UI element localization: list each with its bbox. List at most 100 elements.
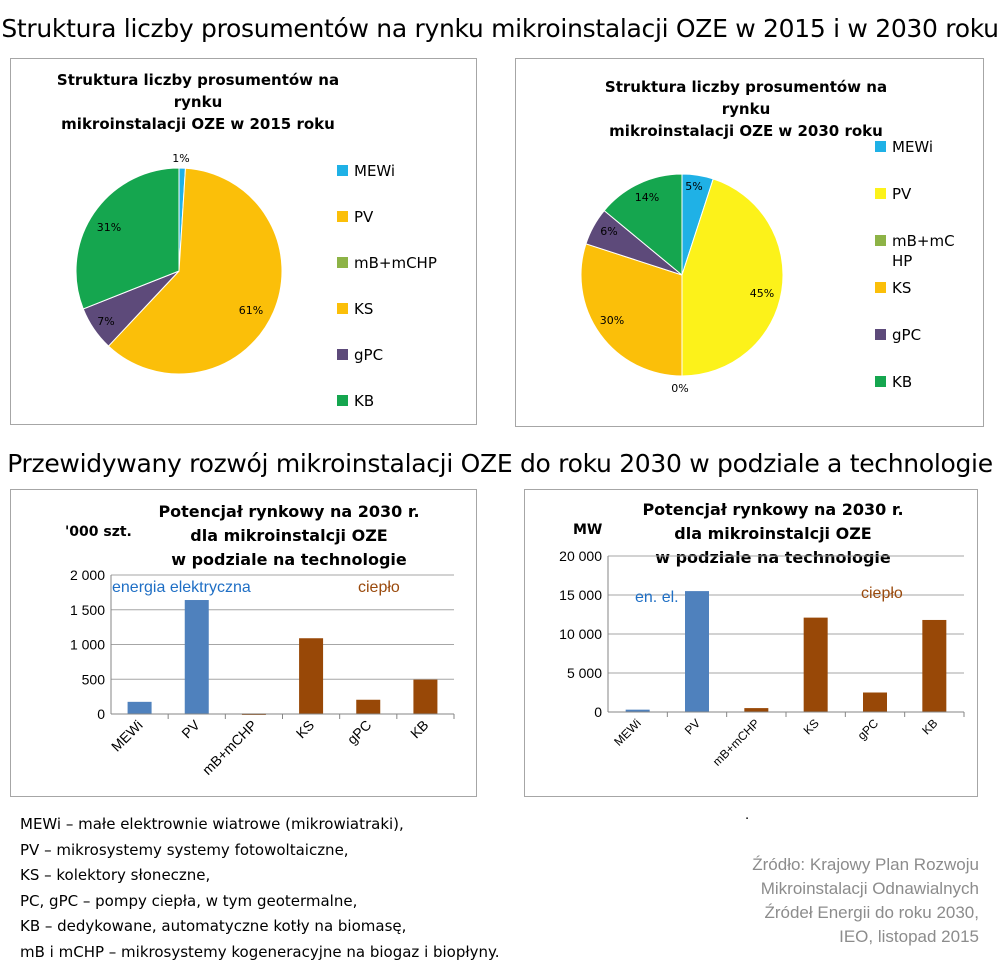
glossary-line: mB i mCHP – mikrosystemy kogeneracyjne n… xyxy=(20,942,500,961)
pie-slice-ks xyxy=(107,167,283,375)
pie-slice-kb xyxy=(75,167,180,310)
y-tick-label: 20 000 xyxy=(559,548,602,564)
pie-data-label: 14% xyxy=(635,191,659,204)
pie-slice-kb xyxy=(603,173,683,277)
legend-label: MEWi xyxy=(354,162,396,180)
pie-data-label: 1% xyxy=(172,152,189,165)
legend-label: PV xyxy=(354,208,374,226)
bar-gpc xyxy=(863,692,887,712)
legend-swatch xyxy=(875,329,886,340)
bar-mw-title-line3: w podziale na technologie xyxy=(655,548,891,567)
bar-mw-title: Potencjał rynkowy na 2030 r. dla mikroin… xyxy=(623,498,923,570)
legend-swatch xyxy=(337,395,348,406)
glossary-line: MEWi – małe elektrownie wiatrowe (mikrow… xyxy=(20,815,404,833)
legend-label: KB xyxy=(354,392,375,410)
source-line: Źródło: Krajowy Plan Rozwoju xyxy=(752,855,979,874)
heading-bar-section: Przewidywany rozwój mikroinstalacji OZE … xyxy=(7,449,993,478)
glossary-line: KS – kolektory słoneczne, xyxy=(20,866,211,884)
legend-label: KB xyxy=(892,373,913,391)
pie-2015-title-line1: Struktura liczby prosumentów na rynku xyxy=(56,71,340,111)
bar-ks xyxy=(299,638,324,714)
pie-data-label: 6% xyxy=(600,225,617,238)
y-tick-label: 2 000 xyxy=(70,567,105,583)
legend-label: KS xyxy=(354,300,374,318)
pie-2015-plot: 1% 61% 7% 31% xyxy=(75,152,283,375)
pie-slice-ks xyxy=(580,243,683,377)
x-tick-label: KS xyxy=(293,717,318,742)
x-tick-label: KB xyxy=(919,716,940,737)
glossary-line: PV – mikrosystemy systemy fotowoltaiczne… xyxy=(20,840,349,859)
y-tick-label: 10 000 xyxy=(559,626,602,642)
bar-kb xyxy=(413,679,438,714)
legend-swatch xyxy=(875,188,886,199)
x-tick-label: mB+mCHP xyxy=(710,716,763,769)
y-tick-label: 15 000 xyxy=(559,587,602,603)
x-tick-label: KB xyxy=(407,717,432,742)
pie-2030-title: Struktura liczby prosumentów na rynku mi… xyxy=(581,76,911,142)
legend-swatch xyxy=(337,349,348,360)
glossary-line: PC, gPC – pompy ciepła, w tym geotermaln… xyxy=(20,891,358,910)
pie-data-label: 31% xyxy=(97,221,121,234)
bar-mb-mchp xyxy=(744,708,769,712)
group-label-electric: en. el. xyxy=(635,589,679,606)
pie-chart-2015-panel: Struktura liczby prosumentów na rynku mi… xyxy=(10,58,477,425)
bar-chart-mw-panel: Potencjał rynkowy na 2030 r. dla mikroin… xyxy=(524,489,978,797)
legend-label: gPC xyxy=(892,326,922,344)
bar-count-ylabel: '000 szt. xyxy=(65,524,132,540)
legend-label: mB+mC HP xyxy=(892,232,955,270)
x-tick-label: PV xyxy=(178,716,203,741)
heading-pie-section: Struktura liczby prosumentów na rynku mi… xyxy=(1,14,999,43)
legend-swatch xyxy=(337,303,348,314)
glossary-line: KB – dedykowane, automatyczne kotły na b… xyxy=(20,917,407,935)
bar-mw-title-line1: Potencjał rynkowy na 2030 r. xyxy=(642,500,904,519)
pie-data-label: 5% xyxy=(685,180,702,193)
legend-swatch xyxy=(875,376,886,387)
bar-mw-ylabel: MW xyxy=(573,522,603,538)
bar-count-title: Potencjał rynkowy na 2030 r. dla mikroin… xyxy=(139,500,439,572)
legend-swatch xyxy=(875,282,886,293)
bar-chart-count-panel: Potencjał rynkowy na 2030 r. dla mikroin… xyxy=(10,489,477,797)
source-line: IEO, listopad 2015 xyxy=(839,927,979,946)
x-tick-label: gPC xyxy=(855,716,882,743)
legend-label: MEWi xyxy=(892,138,934,156)
group-label-electric: energia elektryczna xyxy=(112,579,251,596)
bar-mewi xyxy=(127,701,152,714)
pie-2030-title-line2: mikroinstalacji OZE w 2030 roku xyxy=(609,122,883,140)
bar-kb xyxy=(922,619,947,712)
group-label-heat: ciepło xyxy=(861,585,903,602)
glossary: MEWi – małe elektrownie wiatrowe (mikrow… xyxy=(20,812,500,965)
bar-mewi xyxy=(625,709,650,712)
pie-2030-plot: 5% 45% 0% 30% 6% 14% xyxy=(580,173,784,395)
y-tick-label: 1 500 xyxy=(70,602,105,618)
x-tick-label: MEWi xyxy=(108,717,146,755)
x-tick-label: MEWi xyxy=(611,716,644,749)
bar-count-title-line1: Potencjał rynkowy na 2030 r. xyxy=(158,502,420,521)
group-label-heat: ciepło xyxy=(358,579,400,596)
bar-pv xyxy=(184,600,209,714)
pie-data-label: 45% xyxy=(750,287,774,300)
y-tick-label: 1 000 xyxy=(70,637,105,653)
source-line: Mikroinstalacji Odnawialnych xyxy=(760,879,979,898)
pie-data-label: 7% xyxy=(97,315,114,328)
pie-2015-title-line2: mikroinstalacji OZE w 2015 roku xyxy=(61,115,335,133)
legend-swatch xyxy=(337,257,348,268)
pie-slice-pv xyxy=(681,178,784,377)
source-note: Źródło: Krajowy Plan Rozwoju Mikroinstal… xyxy=(752,853,979,949)
pie-2030-title-line1: Struktura liczby prosumentów na rynku xyxy=(604,78,888,118)
legend-label: gPC xyxy=(354,346,384,364)
source-line: Źródeł Energii do roku 2030, xyxy=(764,903,979,922)
legend-swatch xyxy=(875,141,886,152)
y-tick-label: 5 000 xyxy=(567,665,602,681)
x-tick-label: KS xyxy=(801,716,822,737)
bar-ks xyxy=(803,617,828,712)
pie-2015-title: Struktura liczby prosumentów na rynku mi… xyxy=(33,69,363,135)
x-tick-label: mB+mCHP xyxy=(199,717,260,778)
legend-swatch xyxy=(337,211,348,222)
x-tick-label: PV xyxy=(682,716,703,737)
pie-data-label: 0% xyxy=(671,382,688,395)
bar-gpc xyxy=(356,699,381,714)
pie-data-label: 30% xyxy=(600,314,624,327)
legend-swatch xyxy=(337,165,348,176)
stray-dot: . xyxy=(745,806,750,823)
